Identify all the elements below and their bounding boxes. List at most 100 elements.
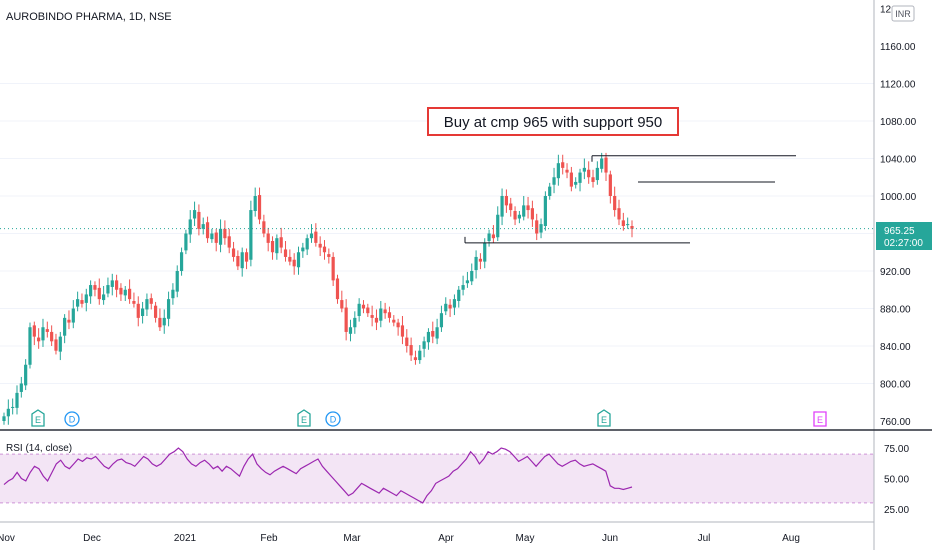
- candle-body: [236, 256, 240, 267]
- candle-body: [465, 280, 470, 284]
- candle-body: [301, 247, 305, 252]
- candle-body: [11, 406, 15, 408]
- candle-body: [374, 317, 379, 323]
- rsi-tick-label: 25.00: [884, 505, 909, 516]
- candle-body: [422, 341, 426, 349]
- price-tick-label: 1120.00: [880, 80, 916, 91]
- candle-body: [67, 319, 71, 323]
- currency-badge[interactable]: [891, 5, 915, 22]
- candle-body: [115, 280, 119, 290]
- candle-body: [331, 256, 335, 281]
- candle-body: [32, 325, 36, 337]
- rsi-axis[interactable]: 75.00 50.00 25.00: [884, 444, 909, 516]
- price-tick-label: 920.00: [880, 267, 911, 278]
- candle-body: [283, 249, 288, 257]
- candle-body: [530, 208, 534, 220]
- candle-body: [318, 243, 322, 248]
- dividend-marker-label: D: [330, 415, 337, 425]
- candle-body: [231, 248, 236, 257]
- candle-body: [504, 196, 508, 206]
- candle-body: [223, 228, 227, 239]
- candle-body: [487, 233, 491, 241]
- candle-body: [201, 224, 205, 229]
- candle-body: [279, 237, 283, 248]
- earnings-marker: [813, 411, 827, 427]
- candle-body: [128, 288, 132, 300]
- candle-body: [335, 278, 340, 300]
- candle-body: [58, 336, 62, 352]
- candle-body: [266, 233, 270, 243]
- candle-body: [153, 305, 158, 318]
- time-axis[interactable]: Nov Dec 2021 Feb Mar Apr May Jun Jul Aug: [0, 533, 800, 544]
- candle-body: [2, 416, 6, 421]
- candle-body: [483, 242, 487, 262]
- price-axis[interactable]: 760.00800.00840.00880.00920.00960.001000…: [880, 5, 917, 429]
- candle-body: [565, 169, 569, 173]
- time-tick-label: 2021: [174, 533, 197, 544]
- annotation-text: Buy at cmp 965 with support 950: [444, 114, 662, 131]
- candle-body: [574, 181, 578, 185]
- earnings-marker-label: E: [301, 415, 307, 425]
- candle-body: [357, 303, 361, 316]
- candle-body: [162, 317, 166, 326]
- time-tick-label: Mar: [343, 533, 361, 544]
- candle-body: [93, 285, 97, 290]
- candle-body: [552, 177, 556, 185]
- candle-body: [309, 233, 314, 239]
- time-tick-label: Apr: [438, 533, 454, 544]
- candle-body: [600, 158, 604, 169]
- candle-body: [145, 299, 149, 310]
- support-lines: [464, 155, 796, 244]
- candle-body: [413, 357, 418, 361]
- candle-body: [535, 220, 539, 234]
- candle-body: [517, 214, 521, 219]
- candle-body: [89, 285, 93, 297]
- candle-body: [461, 285, 465, 290]
- candle-body: [418, 350, 422, 361]
- candle-body: [452, 299, 457, 308]
- candle-body: [136, 303, 140, 318]
- candle-body: [110, 280, 114, 287]
- candle-body: [500, 196, 504, 217]
- candle-body: [587, 169, 591, 178]
- price-tick-label: 1080.00: [880, 117, 917, 128]
- candle-body: [405, 337, 409, 346]
- candle-body: [97, 287, 101, 300]
- rsi-title: RSI (14, close): [6, 443, 72, 454]
- earnings-marker-label: E: [601, 415, 607, 425]
- candle-body: [240, 252, 244, 269]
- candle-body: [270, 241, 275, 253]
- candle-body: [340, 300, 344, 309]
- candle-body: [292, 259, 296, 267]
- candle-body: [426, 331, 431, 343]
- dividend-marker-label: D: [69, 415, 76, 425]
- candle-body: [491, 234, 496, 239]
- candle-body: [84, 294, 88, 303]
- candle-body: [6, 408, 10, 417]
- time-tick-label: Nov: [0, 533, 15, 544]
- price-tick-label: 840.00: [880, 342, 911, 353]
- candle-body: [370, 315, 374, 318]
- candle-body: [613, 196, 617, 211]
- candle-body: [608, 174, 612, 196]
- dividend-marker: [325, 411, 341, 427]
- candle-series: [2, 152, 634, 425]
- candle-body: [578, 172, 582, 183]
- candle-body: [218, 228, 223, 245]
- rsi-band: [0, 454, 874, 503]
- price-label: [876, 222, 932, 250]
- candle-body: [15, 392, 19, 408]
- candle-body: [188, 219, 192, 235]
- candle-body: [166, 299, 171, 319]
- candle-body: [617, 208, 621, 220]
- candle-body: [132, 301, 136, 304]
- earnings-marker-label: E: [817, 415, 823, 425]
- candle-body: [348, 327, 353, 334]
- candle-body: [253, 196, 257, 211]
- time-tick-label: Jun: [602, 533, 618, 544]
- annotation-box[interactable]: [427, 107, 679, 136]
- candle-body: [171, 289, 175, 299]
- candle-body: [556, 163, 560, 179]
- rsi-tick-label: 50.00: [884, 475, 909, 486]
